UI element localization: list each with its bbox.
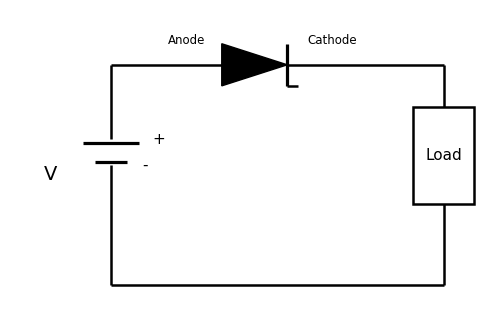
Text: V: V <box>44 166 57 184</box>
Text: Anode: Anode <box>168 34 205 47</box>
Polygon shape <box>222 44 287 86</box>
Text: Cathode: Cathode <box>308 34 357 47</box>
Text: -: - <box>142 158 147 173</box>
Text: +: + <box>152 132 165 147</box>
Bar <box>413 107 474 204</box>
Text: Load: Load <box>425 148 462 163</box>
